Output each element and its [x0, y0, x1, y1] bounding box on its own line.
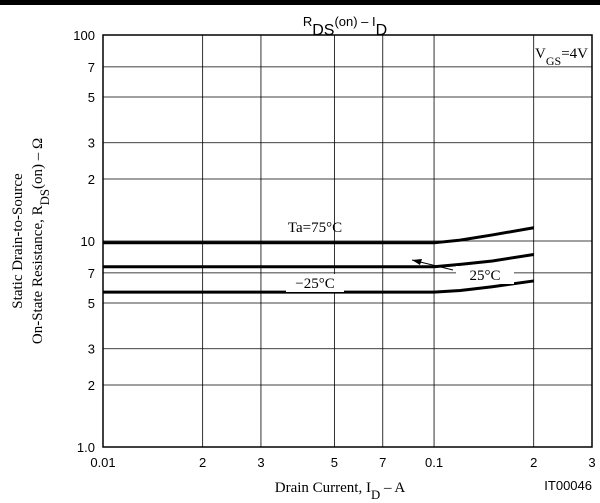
x-axis-label-part: Drain Current, I	[275, 480, 371, 496]
y-axis-label-part: DS	[38, 189, 52, 205]
y-tick-label: 2	[88, 378, 95, 393]
chart-title-part: D	[376, 22, 388, 39]
plot-frame	[102, 34, 593, 448]
condition-label-part: V	[535, 46, 546, 62]
y-axis-label-part: Static Drain-to-Source	[10, 173, 26, 309]
y-tick-label: 7	[88, 266, 95, 281]
y-tick-label: 3	[88, 136, 95, 151]
x-axis-label-part: – A	[380, 480, 405, 496]
x-tick-label: 0.01	[90, 455, 115, 470]
y-axis-label: On-State Resistance, RDS(on) – Ω	[30, 138, 52, 344]
chart-title: RDS(on) – ID	[303, 14, 387, 39]
label-bg	[286, 274, 344, 292]
curve	[103, 226, 534, 245]
series-label: Ta=75°C	[288, 220, 342, 236]
top-rule	[0, 0, 600, 5]
curve	[103, 279, 534, 294]
x-tick-label: 5	[331, 455, 338, 470]
y-axis-label: Static Drain-to-Source	[10, 173, 26, 309]
y-tick-label: 2	[88, 172, 95, 187]
x-tick-label: 3	[257, 455, 264, 470]
y-tick-label: 1.0	[77, 440, 95, 455]
y-tick-label: 7	[88, 60, 95, 75]
arrow-head	[412, 259, 422, 265]
condition-label: VGS=4V	[535, 46, 588, 68]
y-tick-label: 5	[88, 296, 95, 311]
y-tick-label: 3	[88, 342, 95, 357]
y-axis-label-part: (on) – Ω	[30, 138, 46, 189]
x-tick-label: 3	[588, 455, 595, 470]
curve	[103, 253, 534, 269]
condition-label-part: GS	[546, 54, 561, 68]
chart-title-part: DS	[312, 22, 334, 39]
x-axis-label: Drain Current, ID – A	[275, 480, 406, 502]
label-bg	[456, 266, 514, 284]
y-tick-label: 5	[88, 90, 95, 105]
x-tick-label: 2	[199, 455, 206, 470]
x-tick-label: 7	[379, 455, 386, 470]
condition-label-part: =4V	[561, 46, 588, 62]
y-tick-label: 100	[73, 28, 95, 43]
series-label: 25°C	[469, 268, 500, 284]
x-axis-label-part: D	[371, 488, 380, 502]
x-tick-label: 0.1	[425, 455, 443, 470]
chart-title-part: R	[303, 14, 312, 29]
y-tick-label: 10	[81, 234, 95, 249]
y-axis-label-part: On-State Resistance, R	[30, 205, 46, 344]
figure-code: IT00046	[544, 478, 592, 493]
series-label: −25°C	[295, 276, 334, 292]
chart-title-part: (on) – I	[334, 14, 375, 29]
x-tick-label: 2	[530, 455, 537, 470]
